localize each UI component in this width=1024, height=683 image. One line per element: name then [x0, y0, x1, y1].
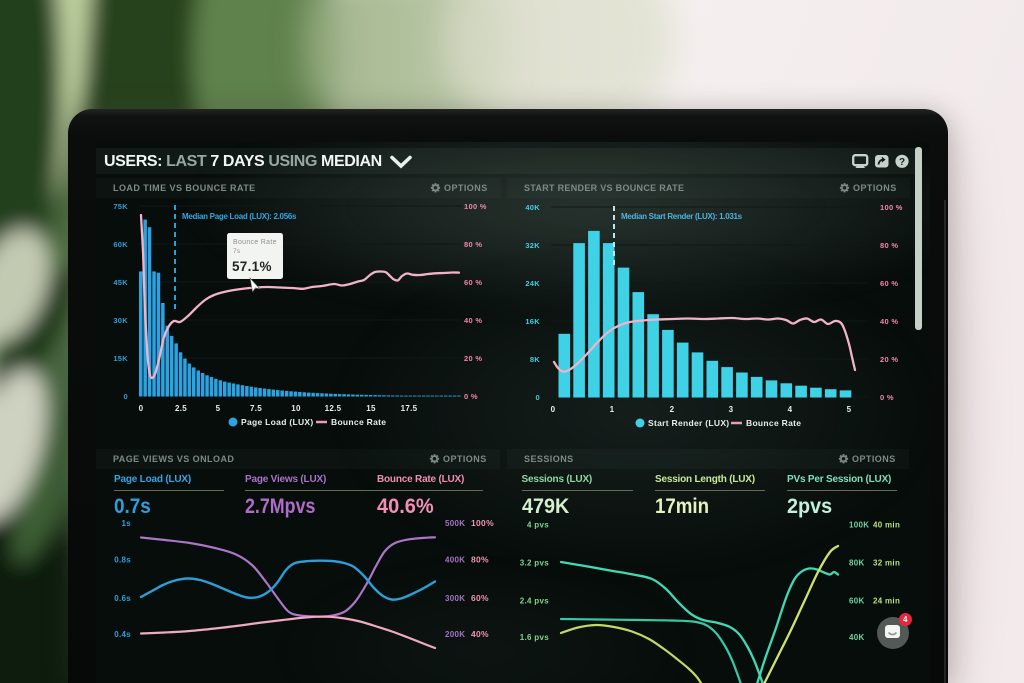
svg-text:40K: 40K: [525, 203, 540, 212]
svg-text:4: 4: [788, 405, 793, 414]
svg-text:1s: 1s: [122, 519, 132, 528]
svg-text:Bounce Rate: Bounce Rate: [233, 239, 277, 246]
svg-text:0: 0: [536, 393, 540, 402]
svg-text:100 %: 100 %: [464, 202, 487, 211]
svg-text:Page Load (LUX): Page Load (LUX): [241, 417, 314, 427]
svg-text:Bounce Rate: Bounce Rate: [331, 417, 386, 427]
svg-text:0: 0: [139, 404, 144, 413]
svg-text:40%: 40%: [471, 629, 489, 639]
svg-text:3.2 pvs: 3.2 pvs: [520, 559, 549, 568]
svg-text:15K: 15K: [113, 354, 128, 363]
svg-text:20 %: 20 %: [464, 354, 482, 363]
svg-text:45K: 45K: [113, 278, 128, 287]
svg-text:40 %: 40 %: [880, 317, 898, 326]
svg-text:24K: 24K: [525, 279, 540, 288]
svg-text:0.4s: 0.4s: [114, 630, 131, 639]
svg-text:40K: 40K: [849, 633, 865, 642]
svg-text:20 %: 20 %: [880, 355, 898, 364]
svg-text:5: 5: [216, 404, 221, 413]
svg-text:60K: 60K: [113, 240, 128, 249]
svg-text:15: 15: [366, 404, 376, 413]
svg-text:32 min: 32 min: [873, 559, 900, 568]
svg-text:5: 5: [847, 405, 852, 414]
svg-text:0 %: 0 %: [464, 392, 478, 401]
svg-text:100K: 100K: [849, 521, 869, 530]
svg-text:80%: 80%: [471, 555, 489, 565]
svg-text:Bounce Rate: Bounce Rate: [746, 418, 801, 428]
svg-text:Start Render (LUX): Start Render (LUX): [648, 418, 729, 428]
svg-text:16K: 16K: [525, 317, 540, 326]
svg-text:400K: 400K: [445, 556, 465, 565]
svg-text:0.8s: 0.8s: [114, 556, 131, 565]
svg-text:1: 1: [610, 405, 615, 414]
svg-text:Median Start Render (LUX): 1.0: Median Start Render (LUX): 1.031s: [621, 212, 743, 221]
svg-text:1.6 pvs: 1.6 pvs: [520, 633, 549, 642]
svg-text:100%: 100%: [471, 518, 494, 528]
svg-text:12.5: 12.5: [325, 404, 342, 413]
svg-text:80K: 80K: [849, 559, 865, 568]
svg-text:?: ?: [899, 157, 905, 168]
svg-text:500K: 500K: [445, 519, 465, 528]
svg-text:60K: 60K: [849, 596, 865, 605]
svg-text:100 %: 100 %: [880, 203, 903, 212]
svg-text:80 %: 80 %: [880, 241, 898, 250]
svg-text:30K: 30K: [113, 316, 128, 325]
svg-text:4 pvs: 4 pvs: [527, 521, 549, 530]
svg-text:2.4 pvs: 2.4 pvs: [520, 596, 549, 605]
svg-text:3: 3: [729, 405, 734, 414]
svg-text:7s: 7s: [233, 248, 241, 255]
svg-text:24 min: 24 min: [873, 596, 900, 605]
svg-text:0.6s: 0.6s: [114, 594, 131, 603]
svg-text:200K: 200K: [445, 630, 465, 639]
svg-text:32K: 32K: [525, 241, 540, 250]
svg-text:40 min: 40 min: [873, 521, 900, 530]
svg-text:80 %: 80 %: [464, 240, 482, 249]
svg-text:60 %: 60 %: [464, 278, 482, 287]
svg-text:60%: 60%: [471, 593, 489, 603]
svg-text:Median Page Load (LUX): 2.056s: Median Page Load (LUX): 2.056s: [182, 212, 297, 221]
svg-text:40 %: 40 %: [464, 316, 482, 325]
svg-text:60 %: 60 %: [880, 279, 898, 288]
svg-text:8K: 8K: [530, 355, 540, 364]
svg-text:10: 10: [291, 404, 301, 413]
svg-text:0: 0: [551, 405, 556, 414]
svg-text:7.5: 7.5: [250, 404, 262, 413]
svg-text:2: 2: [670, 405, 675, 414]
svg-text:300K: 300K: [445, 594, 465, 603]
svg-text:75K: 75K: [113, 202, 128, 211]
svg-text:0: 0: [124, 392, 128, 401]
svg-text:2.5: 2.5: [175, 404, 187, 413]
svg-text:0 %: 0 %: [880, 393, 894, 402]
svg-text:17.5: 17.5: [401, 404, 418, 413]
svg-text:57.1%: 57.1%: [232, 259, 272, 274]
